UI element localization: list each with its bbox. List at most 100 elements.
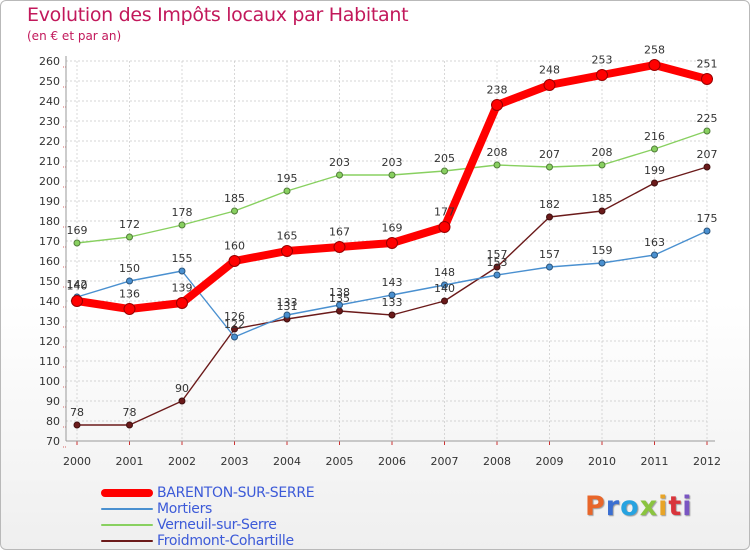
- data-point: [126, 277, 133, 285]
- y-tick-label: 80: [46, 415, 60, 428]
- y-tick-label: 190: [39, 195, 60, 208]
- data-point: [701, 73, 713, 85]
- data-label: 131: [277, 300, 298, 313]
- data-label: 258: [644, 44, 665, 57]
- data-label: 208: [487, 146, 508, 159]
- y-tick-label: 260: [39, 55, 60, 68]
- data-point: [126, 421, 133, 429]
- y-tick-label: 220: [39, 135, 60, 148]
- y-tick-label: 250: [39, 75, 60, 88]
- logo-letter: i: [682, 491, 693, 522]
- proxiti-logo: Proxiti: [585, 491, 693, 522]
- data-label: 216: [644, 130, 665, 143]
- data-label: 199: [644, 164, 665, 177]
- x-tick-label: 2004: [273, 455, 301, 468]
- data-label: 143: [382, 276, 403, 289]
- data-point: [546, 163, 553, 171]
- y-tick-label: 100: [39, 375, 60, 388]
- data-point: [283, 187, 291, 195]
- legend-label-barenton: BARENTON-SUR-SERRE: [157, 485, 315, 501]
- logo-letter: P: [585, 491, 606, 522]
- data-point: [546, 263, 553, 271]
- legend-swatch-barenton: [101, 489, 153, 497]
- legend-swatch-verneuil: [101, 524, 153, 526]
- data-label: 195: [277, 172, 298, 185]
- legend-label-mortiers: Mortiers: [157, 501, 213, 517]
- y-tick-label: 140: [39, 295, 60, 308]
- data-point: [651, 179, 658, 187]
- data-label: 78: [123, 406, 137, 419]
- data-point: [493, 271, 501, 279]
- data-label: 203: [382, 156, 403, 169]
- x-tick-label: 2007: [431, 455, 459, 468]
- data-label: 157: [487, 248, 508, 261]
- x-tick-label: 2008: [483, 455, 511, 468]
- data-point: [598, 259, 606, 267]
- data-label: 138: [329, 286, 350, 299]
- data-point: [598, 207, 606, 215]
- data-point: [438, 221, 451, 233]
- legend-label-verneuil: Verneuil-sur-Serre: [157, 517, 277, 533]
- data-label: 208: [592, 146, 613, 159]
- data-label: 248: [539, 64, 560, 77]
- data-label: 140: [434, 282, 455, 295]
- data-label: 135: [329, 292, 350, 305]
- y-tick-label: 110: [39, 355, 60, 368]
- series-mortiers: [73, 227, 711, 341]
- data-label: 122: [224, 318, 245, 331]
- y-tick-label: 160: [39, 255, 60, 268]
- data-point: [596, 69, 608, 81]
- data-point: [123, 303, 136, 315]
- data-label: 225: [697, 112, 718, 125]
- data-point: [178, 397, 186, 405]
- logo-letter: o: [620, 491, 640, 522]
- data-point: [386, 237, 398, 249]
- data-point: [651, 145, 658, 153]
- data-label: 167: [329, 226, 350, 239]
- data-point: [231, 207, 238, 215]
- data-point: [441, 297, 448, 305]
- data-point: [651, 251, 658, 259]
- data-point: [546, 213, 553, 221]
- data-point: [598, 161, 606, 169]
- y-tick-label: 200: [39, 175, 60, 188]
- data-label: 78: [70, 406, 84, 419]
- data-label: 177: [434, 206, 455, 219]
- data-point: [126, 233, 133, 241]
- data-label: 253: [592, 54, 613, 67]
- data-label: 136: [119, 288, 140, 301]
- data-label: 163: [644, 236, 665, 249]
- data-labels: 169 172 178 185 195 203 203 205 208 207 208 216 225 7…: [67, 44, 718, 420]
- y-tick-label: 70: [46, 435, 60, 448]
- data-label: 207: [539, 148, 560, 161]
- data-label: 178: [172, 206, 193, 219]
- x-tick-label: 2003: [221, 455, 249, 468]
- data-point: [231, 333, 238, 341]
- data-label: 238: [487, 84, 508, 97]
- x-tick-label: 2001: [116, 455, 144, 468]
- data-point: [283, 311, 291, 319]
- series-froidmont: [73, 163, 711, 429]
- series-verneuil: [73, 127, 711, 247]
- logo-letter: i: [658, 491, 669, 522]
- axes: 7080901001101201301401501601701801902002…: [39, 55, 721, 468]
- logo-letter: t: [668, 491, 683, 522]
- data-point: [73, 239, 81, 247]
- y-tick-label: 120: [39, 335, 60, 348]
- data-label: 172: [119, 218, 140, 231]
- y-tick-label: 90: [46, 395, 60, 408]
- chart-subtitle: (en € et par an): [27, 29, 122, 43]
- data-point: [703, 127, 711, 135]
- data-point: [178, 221, 186, 229]
- data-label: 251: [697, 58, 718, 71]
- data-point: [543, 79, 556, 91]
- data-point: [231, 325, 238, 333]
- data-label: 153: [487, 256, 508, 269]
- legend-swatch-froidmont: [101, 540, 153, 542]
- y-tick-label: 240: [39, 95, 60, 108]
- data-label: 157: [539, 248, 560, 261]
- data-point: [228, 255, 241, 267]
- data-point: [441, 167, 448, 175]
- data-label: 203: [329, 156, 350, 169]
